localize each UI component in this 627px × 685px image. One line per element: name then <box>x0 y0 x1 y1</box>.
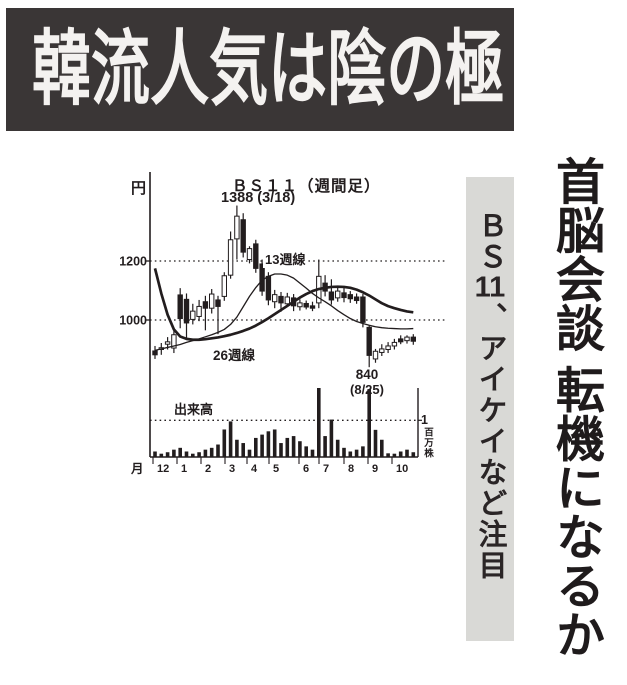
volume-label: 出来高 <box>174 402 214 417</box>
svg-text:3: 3 <box>229 463 235 475</box>
svg-text:12: 12 <box>157 463 169 475</box>
banner-title: 韓流人気は陰の極 <box>32 23 505 115</box>
svg-text:9: 9 <box>372 463 378 475</box>
svg-text:2: 2 <box>205 463 211 475</box>
peak-annotation: 1388 (3/18) <box>221 190 296 206</box>
svg-text:4: 4 <box>251 463 258 475</box>
low-annotation-value: 840 <box>355 367 379 382</box>
yaxis-unit-label: 円 <box>131 180 147 197</box>
low-annotation-date: (8/25) <box>350 382 384 397</box>
vertical-headline: 首脳会談 転機になるか <box>549 156 604 659</box>
svg-text:8: 8 <box>348 463 354 475</box>
svg-text:7: 7 <box>323 463 329 475</box>
sub-headline-number: 11 <box>474 273 506 302</box>
svg-text:10: 10 <box>396 463 408 475</box>
chart-title: ＢＳ１１（週間足） <box>232 178 381 195</box>
volume-axis-unit: 百万株 <box>422 427 433 459</box>
sub-headline-text: ＢＳ11、アイケイなど注目 <box>466 177 514 631</box>
volume-axis-value: 1 <box>421 413 428 427</box>
svg-text:1000: 1000 <box>119 314 147 328</box>
svg-text:5: 5 <box>273 463 279 475</box>
sub-headline-prefix: ＢＳ <box>474 211 506 273</box>
headline-banner: 韓流人気は陰の極 <box>6 8 514 131</box>
xaxis-unit-label: 月 <box>131 462 144 476</box>
svg-text:6: 6 <box>303 463 309 475</box>
svg-text:1200: 1200 <box>119 255 147 269</box>
ma13-label: 13週線 <box>263 249 308 268</box>
sub-headline-strip: ＢＳ11、アイケイなど注目 <box>466 177 514 641</box>
svg-text:1: 1 <box>181 463 187 475</box>
sub-headline-suffix: 、アイケイなど注目 <box>474 302 506 581</box>
ma26-label: 26週線 <box>213 348 256 363</box>
